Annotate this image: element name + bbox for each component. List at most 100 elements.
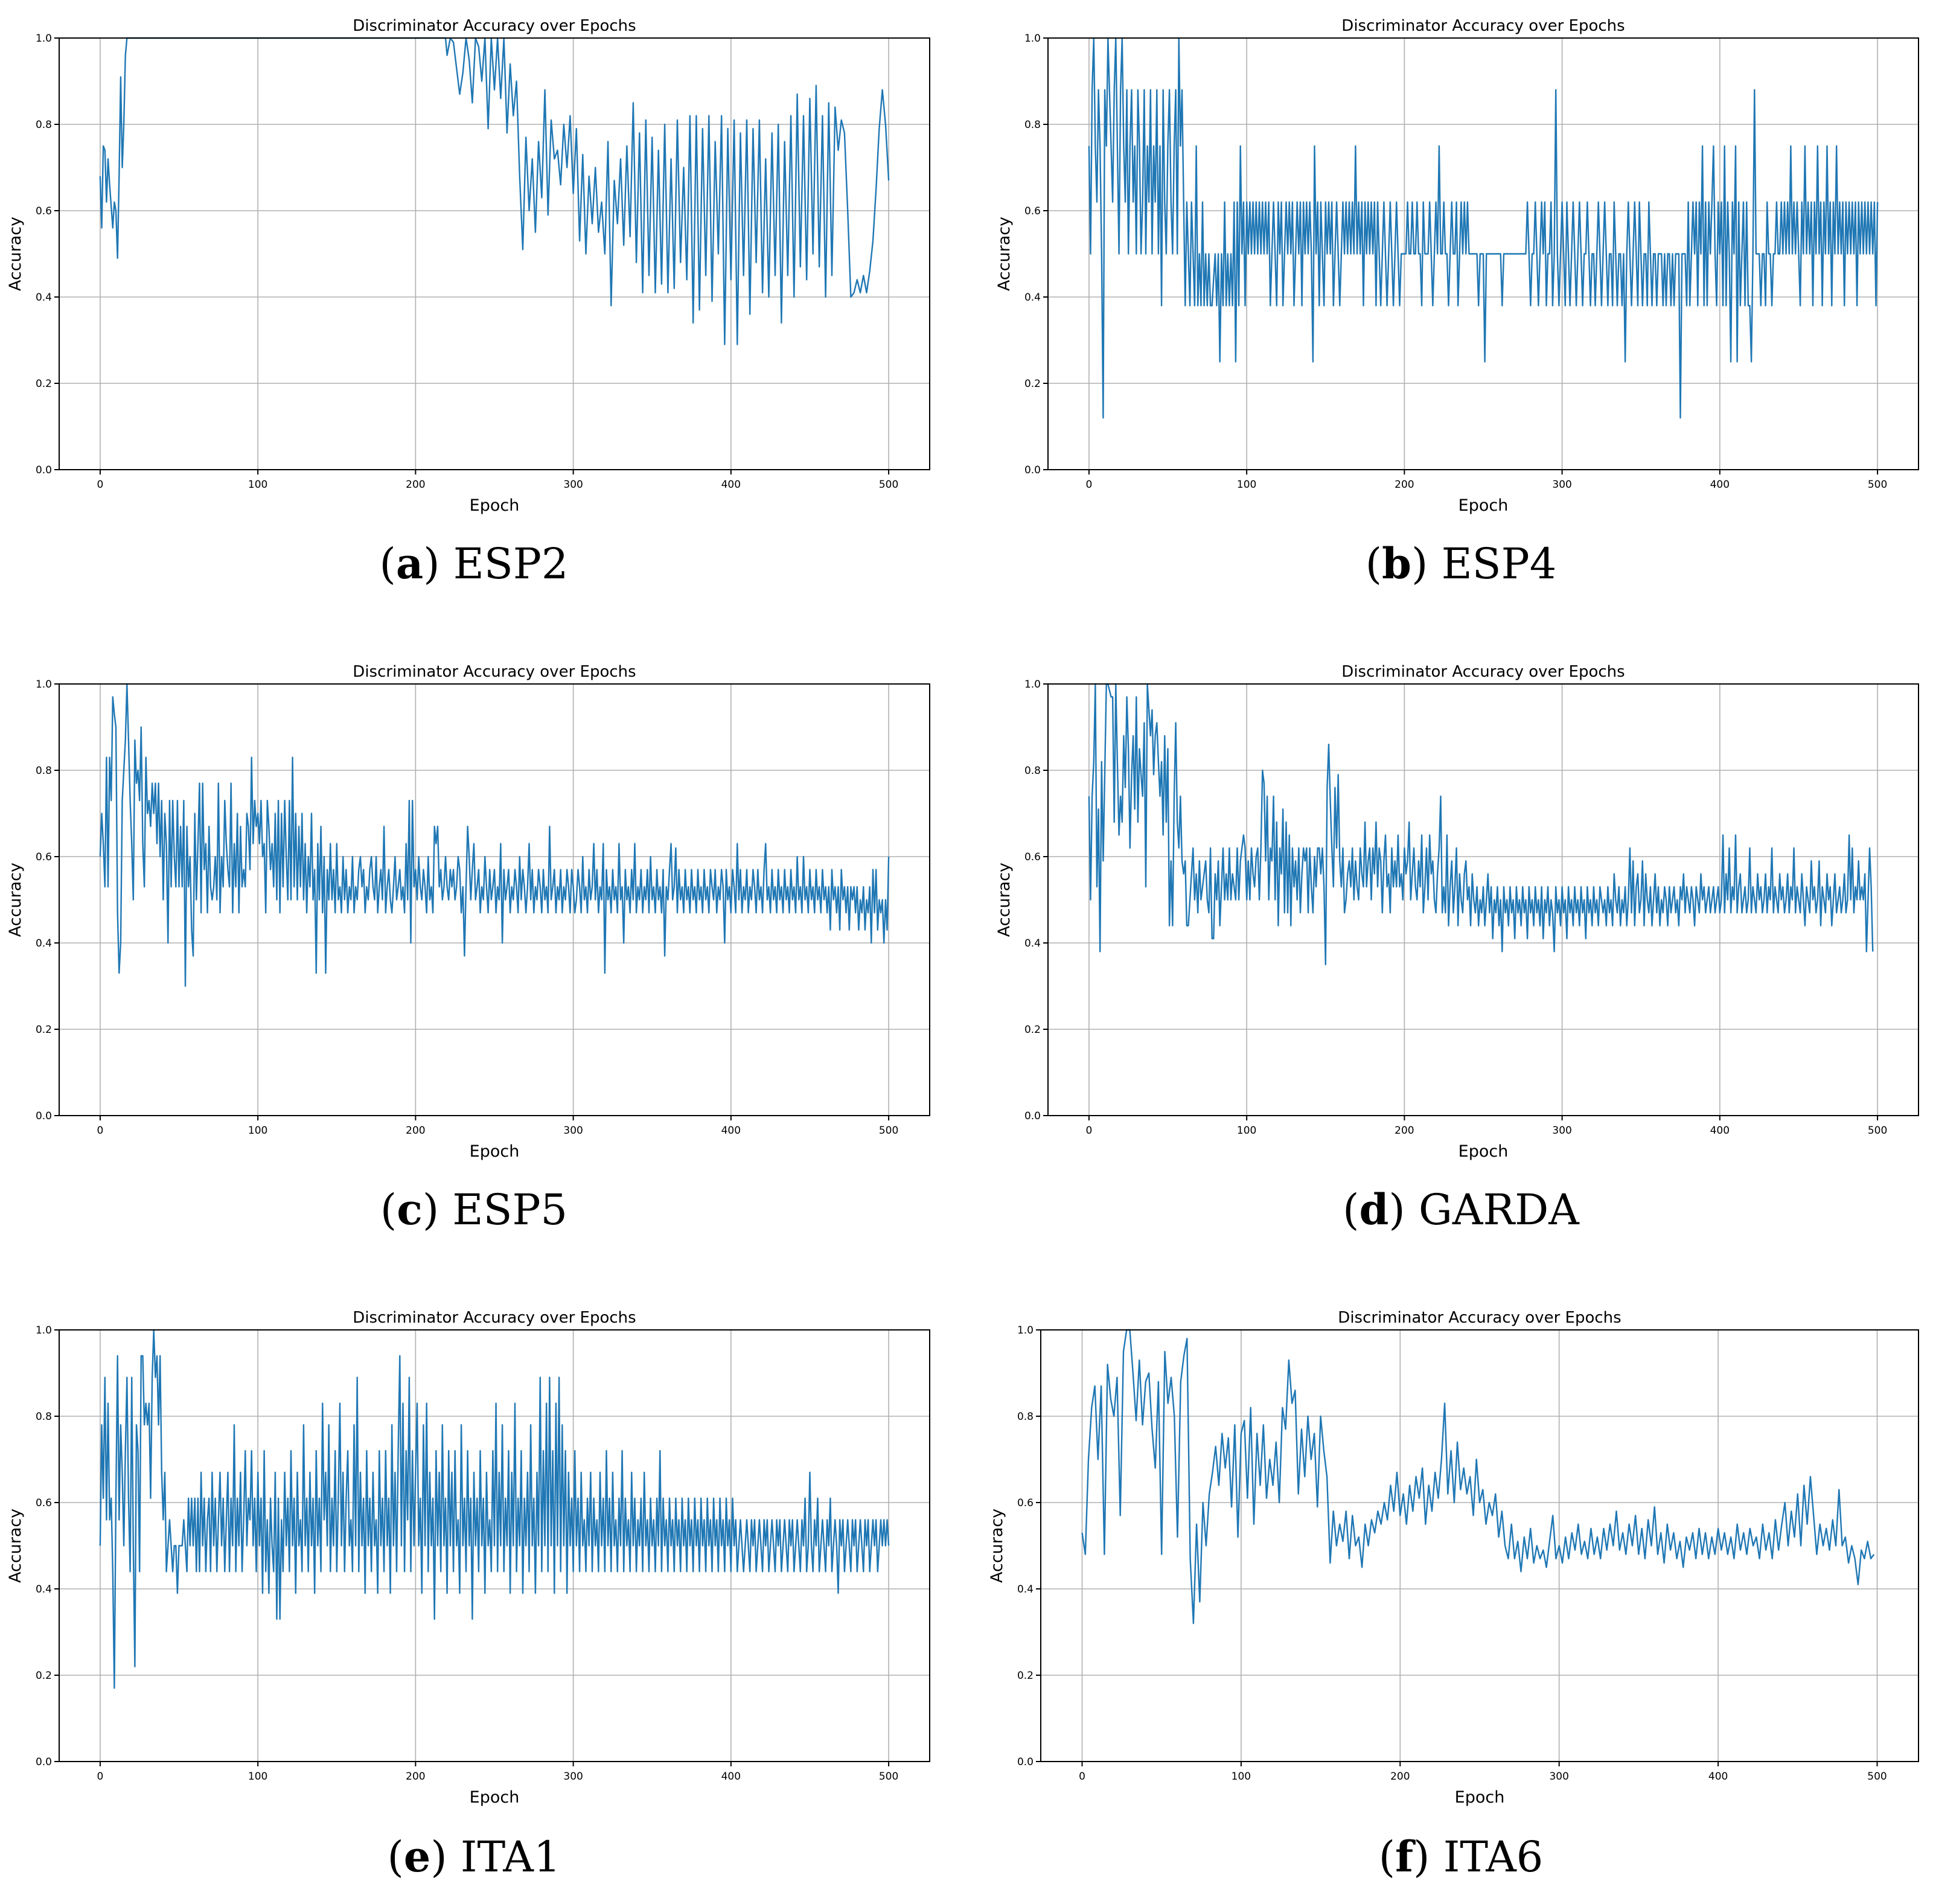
y-tick-label: 1.0 <box>1024 679 1041 691</box>
panel-d-garda: 0 100 200 300 400 500 0.0 0.2 0.4 0.6 0.8 1.0 Discri… <box>995 663 1919 1235</box>
x-axis-label: Epoch <box>1459 496 1509 515</box>
caption-letter: a <box>396 538 423 589</box>
y-tick-label: 0.2 <box>36 1670 52 1682</box>
x-tick-label: 500 <box>1868 479 1887 491</box>
caption-letter: b <box>1382 538 1411 589</box>
plot-frame <box>1040 1329 1919 1762</box>
x-tick-label: 300 <box>563 1125 583 1137</box>
x-tick-label: 100 <box>1237 1125 1256 1137</box>
panel-caption: (b) ESP4 <box>1366 538 1557 589</box>
x-tick-label: 0 <box>1079 1771 1085 1783</box>
caption-paren-close: ) <box>430 1832 461 1882</box>
x-axis-label: Epoch <box>470 1788 520 1807</box>
y-tick-label: 0.4 <box>36 1583 52 1596</box>
caption-paren-open: ( <box>1366 539 1382 589</box>
caption-letter: f <box>1395 1832 1416 1882</box>
x-tick-label: 400 <box>1710 1125 1730 1137</box>
accuracy-series-line <box>99 683 890 987</box>
x-tick-label: 500 <box>1867 1771 1887 1783</box>
y-axis-label: Accuracy <box>988 1509 1006 1583</box>
x-tick-label: 300 <box>1549 1771 1568 1783</box>
x-tick-label: 100 <box>248 1771 267 1783</box>
x-tick-label: 500 <box>879 1125 898 1137</box>
caption-paren-open: ( <box>380 1185 397 1235</box>
panel-c-esp5: 0 100 200 300 400 500 0.0 0.2 0.4 0.6 0.8 1.0 Discri… <box>6 663 930 1235</box>
x-tick-label: 300 <box>563 1771 583 1783</box>
y-tick-label: 0.6 <box>36 1497 52 1509</box>
plot-frame <box>59 683 930 1116</box>
accuracy-series-line <box>99 1329 890 1689</box>
x-tick-label: 0 <box>97 479 104 491</box>
x-tick-label: 200 <box>406 1125 425 1137</box>
x-axis-label: Epoch <box>1455 1788 1505 1807</box>
accuracy-series-line <box>1088 683 1874 966</box>
y-tick-label: 0.8 <box>1017 1411 1034 1423</box>
x-tick-label: 100 <box>248 479 267 491</box>
caption-paren-open: ( <box>387 1832 403 1882</box>
x-tick-label: 400 <box>721 479 741 491</box>
y-tick-label: 0.6 <box>1024 851 1041 863</box>
y-tick-label: 0.8 <box>1024 119 1041 131</box>
caption-paren-close: ) <box>1411 539 1442 589</box>
y-tick-label: 0.4 <box>1017 1583 1034 1596</box>
y-tick-label: 1.0 <box>1024 33 1041 45</box>
caption-paren-open: ( <box>380 539 396 589</box>
panel-a-esp2: 0 100 200 300 400 500 0.0 0.2 0.4 0.6 0.8 1.0 Discri… <box>6 17 930 589</box>
caption-name: ITA1 <box>461 1832 561 1882</box>
y-tick-label: 0.0 <box>36 1756 52 1768</box>
y-tick-label: 0.6 <box>36 851 52 863</box>
plot-frame <box>59 37 930 470</box>
caption-paren-open: ( <box>1379 1832 1395 1882</box>
y-tick-label: 1.0 <box>36 33 52 45</box>
x-tick-label: 500 <box>879 479 898 491</box>
x-axis-label: Epoch <box>470 496 520 515</box>
y-tick-label: 0.4 <box>1024 938 1041 950</box>
x-axis-label: Epoch <box>470 1142 520 1161</box>
x-tick-label: 300 <box>1552 1125 1571 1137</box>
y-tick-label: 0.0 <box>36 464 52 476</box>
chart-title: Discriminator Accuracy over Epochs <box>1338 1309 1621 1327</box>
accuracy-series-line <box>1088 37 1879 419</box>
chart-title: Discriminator Accuracy over Epochs <box>353 663 636 681</box>
x-tick-label: 100 <box>1232 1771 1251 1783</box>
y-axis-label: Accuracy <box>6 1509 25 1583</box>
x-tick-label: 200 <box>1390 1771 1410 1783</box>
x-tick-label: 100 <box>248 1125 267 1137</box>
caption-name: ITA6 <box>1443 1832 1544 1882</box>
x-tick-label: 0 <box>97 1771 104 1783</box>
y-tick-label: 0.0 <box>1024 464 1041 476</box>
panel-caption: (a) ESP2 <box>380 538 569 589</box>
caption-paren-close: ) <box>1413 1832 1443 1882</box>
x-tick-label: 400 <box>721 1771 741 1783</box>
chart-title: Discriminator Accuracy over Epochs <box>353 17 636 35</box>
y-tick-label: 0.2 <box>1024 378 1041 390</box>
y-tick-label: 0.2 <box>36 378 52 390</box>
x-tick-label: 100 <box>1237 479 1256 491</box>
y-tick-label: 0.8 <box>1024 765 1041 777</box>
plot-frame <box>59 1329 930 1762</box>
y-tick-label: 0.8 <box>36 119 52 131</box>
y-tick-label: 0.0 <box>36 1110 52 1122</box>
y-tick-label: 0.2 <box>1017 1670 1034 1682</box>
y-tick-label: 0.4 <box>36 292 52 304</box>
accuracy-series-line <box>1081 1329 1875 1624</box>
x-tick-label: 0 <box>1086 1125 1093 1137</box>
x-tick-label: 200 <box>406 479 425 491</box>
x-tick-label: 400 <box>721 1125 741 1137</box>
panel-f-ita6: 0 100 200 300 400 500 0.0 0.2 0.4 0.6 0.8 1.0 Discri… <box>988 1309 1919 1882</box>
y-tick-label: 1.0 <box>1017 1324 1034 1337</box>
panel-caption: (d) GARDA <box>1343 1184 1580 1235</box>
y-tick-label: 0.8 <box>36 765 52 777</box>
x-tick-label: 400 <box>1708 1771 1728 1783</box>
x-axis-label: Epoch <box>1459 1142 1509 1161</box>
y-tick-label: 0.6 <box>1024 205 1041 217</box>
y-axis-label: Accuracy <box>6 863 25 937</box>
y-tick-label: 0.0 <box>1024 1110 1041 1122</box>
chart-title: Discriminator Accuracy over Epochs <box>353 1309 636 1327</box>
caption-name: GARDA <box>1419 1185 1580 1235</box>
caption-name: ESP2 <box>453 539 569 589</box>
y-tick-label: 1.0 <box>36 679 52 691</box>
caption-paren-close: ) <box>423 1185 453 1235</box>
y-tick-label: 1.0 <box>36 1324 52 1337</box>
caption-letter: e <box>404 1832 431 1882</box>
